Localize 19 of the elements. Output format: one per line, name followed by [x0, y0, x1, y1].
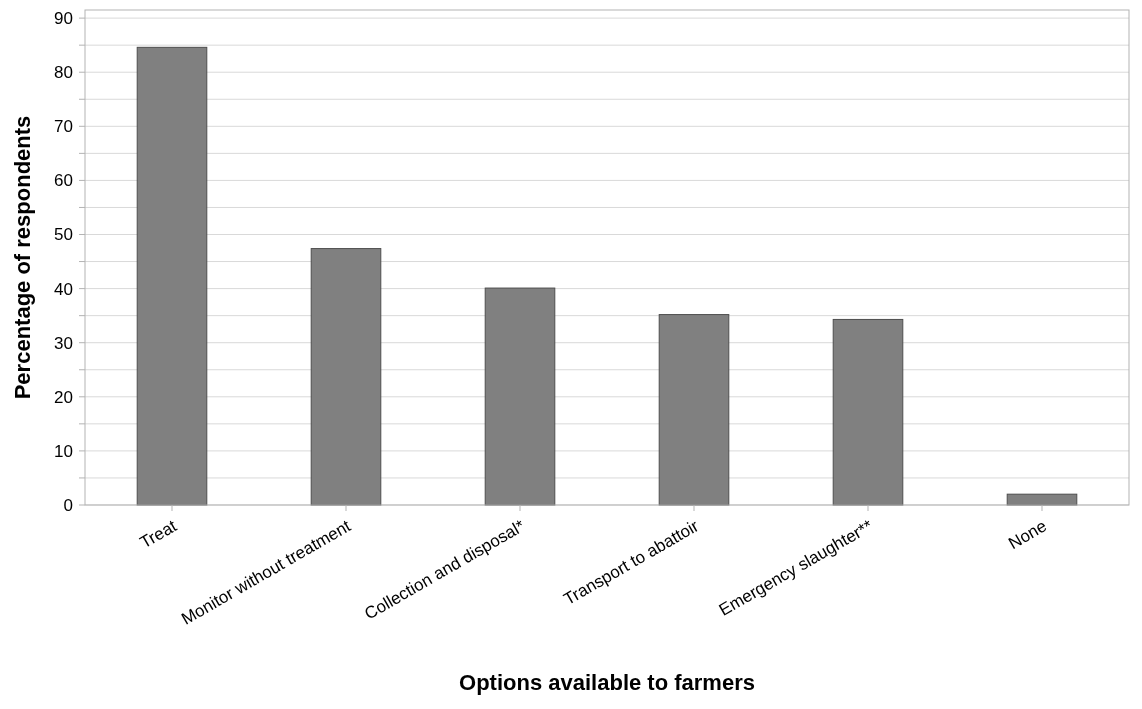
- bar: [484, 287, 556, 506]
- x-axis-title: Options available to farmers: [459, 670, 755, 695]
- y-tick-label: 10: [54, 441, 73, 461]
- y-tick-label: 90: [54, 9, 73, 29]
- y-tick-label: 50: [54, 225, 73, 245]
- y-axis-title: Percentage of respondents: [10, 115, 35, 400]
- bar: [658, 314, 730, 506]
- bar: [832, 318, 904, 506]
- x-tick-label: Treat: [136, 516, 181, 553]
- y-tick-label: 60: [54, 171, 73, 191]
- y-tick-label: 0: [63, 495, 73, 515]
- y-tick-label: 30: [54, 333, 73, 353]
- bar: [310, 248, 382, 506]
- x-tick-label: None: [1005, 516, 1050, 554]
- y-tick-label: 40: [54, 279, 73, 299]
- bar: [136, 46, 208, 506]
- y-tick-label: 70: [54, 117, 73, 137]
- y-tick-label: 80: [54, 63, 73, 83]
- y-tick-label: 20: [54, 387, 73, 407]
